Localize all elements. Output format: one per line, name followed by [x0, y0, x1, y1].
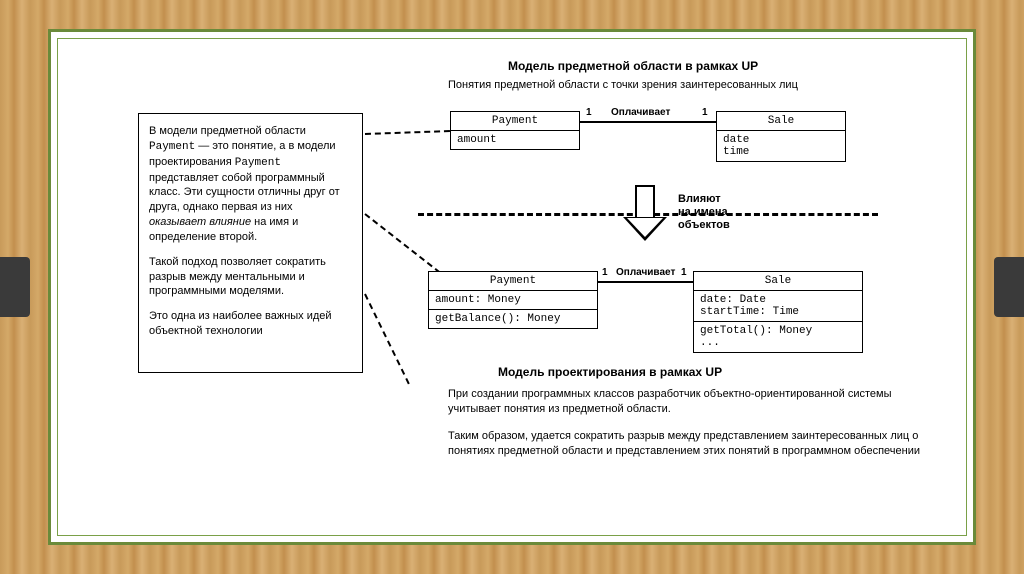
uml-attrs: date time: [717, 131, 845, 161]
uml-class-name: Sale: [694, 272, 862, 291]
note-connector-3: [364, 294, 410, 385]
uml-class-payment-domain: Payment amount: [450, 111, 580, 150]
heading-design-model: Модель проектирования в рамках UP: [498, 365, 722, 379]
explanation-para-2: Таким образом, удается сократить разрыв …: [448, 429, 948, 459]
arrow-label: Влияют на имена объектов: [678, 193, 730, 233]
multiplicity: 1: [602, 267, 608, 278]
uml-attr: amount: [451, 131, 579, 149]
uml-attrs: date: Date startTime: Time: [694, 291, 862, 322]
heading-domain-model: Модель предметной области в рамках UP: [508, 59, 758, 73]
association-label: Оплачивает: [611, 107, 670, 118]
note-para-3: Это одна из наиболее важных идей объектн…: [149, 309, 352, 339]
uml-class-name: Payment: [429, 272, 597, 291]
uml-op: getBalance(): Money: [429, 310, 597, 328]
uml-class-name: Sale: [717, 112, 845, 131]
note-para-2: Такой подход позволяет сократить разрыв …: [149, 255, 352, 300]
nav-prev-handle[interactable]: [0, 257, 30, 317]
uml-class-payment-design: Payment amount: Money getBalance(): Mone…: [428, 271, 598, 329]
uml-class-sale-design: Sale date: Date startTime: Time getTotal…: [693, 271, 863, 353]
association-line-1: [580, 121, 716, 123]
multiplicity: 1: [681, 267, 687, 278]
influence-arrow-icon: [623, 185, 667, 243]
explanation-para-1: При создании программных классов разрабо…: [448, 387, 928, 417]
association-line-2: [598, 281, 693, 283]
note-connector-2: [364, 213, 440, 273]
uml-ops: getTotal(): Money ...: [694, 322, 862, 352]
note-connector-1: [365, 130, 450, 135]
multiplicity: 1: [702, 107, 708, 118]
uml-attr: amount: Money: [429, 291, 597, 310]
subtitle-domain: Понятия предметной области с точки зрени…: [448, 79, 798, 91]
uml-class-sale-domain: Sale date time: [716, 111, 846, 162]
multiplicity: 1: [586, 107, 592, 118]
nav-next-handle[interactable]: [994, 257, 1024, 317]
slide-content: Модель предметной области в рамках UP По…: [78, 53, 946, 525]
association-label: Оплачивает: [616, 267, 675, 278]
uml-class-name: Payment: [451, 112, 579, 131]
slide-inner-frame: Модель предметной области в рамках UP По…: [57, 38, 967, 536]
slide-outer-frame: Модель предметной области в рамках UP По…: [48, 29, 976, 545]
note-para-1: В модели предметной области Payment — эт…: [149, 124, 352, 245]
explainer-note: В модели предметной области Payment — эт…: [138, 113, 363, 373]
